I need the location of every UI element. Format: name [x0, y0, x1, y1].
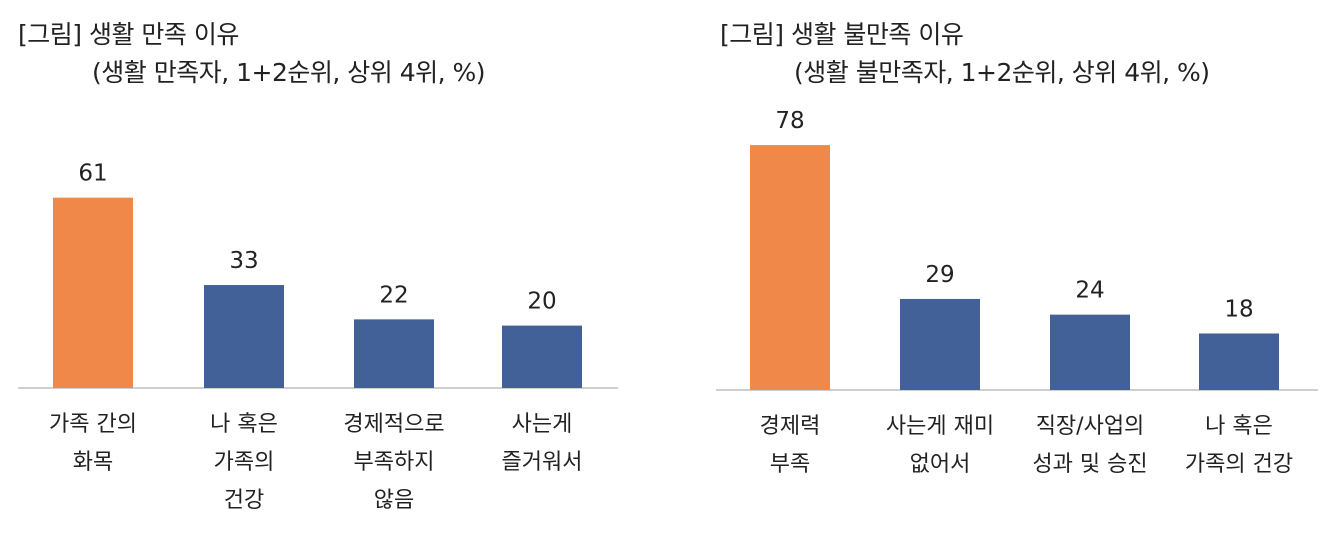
data-label-3: 24: [1075, 278, 1104, 304]
chart-title: [그림] 생활 만족 이유: [18, 20, 239, 49]
dissatisfaction-reasons-chart: [그림] 생활 불만족 이유 (생활 불만족자, 1+2순위, 상위 4위, %…: [672, 0, 1344, 542]
bar-1: [750, 145, 830, 390]
data-label-4: 18: [1224, 296, 1253, 322]
bar-2: [900, 298, 980, 390]
category-label-4: 사는게 즐거워서: [502, 412, 583, 475]
category-label-1: 경제력 부족: [760, 414, 821, 477]
bar-4: [1199, 333, 1279, 390]
data-label-1: 78: [775, 108, 804, 134]
bar-1: [53, 197, 133, 388]
category-label-3: 경제적으로 부족하지 않음: [343, 412, 444, 513]
category-label-3: 직장/사업의 성과 및 승진: [1032, 414, 1147, 477]
chart-title: [그림] 생활 불만족 이유: [720, 20, 964, 49]
bar-4: [502, 325, 582, 388]
bar-3: [1050, 314, 1130, 390]
chart-subtitle: (생활 만족자, 1+2순위, 상위 4위, %): [92, 58, 486, 87]
satisfaction-reasons-chart: [그림] 생활 만족 이유 (생활 만족자, 1+2순위, 상위 4위, %) …: [18, 20, 618, 513]
category-label-4: 나 혹은 가족의 건강: [1185, 414, 1293, 477]
data-label-4: 20: [527, 289, 556, 315]
bar-2: [204, 285, 284, 388]
data-label-2: 29: [925, 262, 954, 288]
bar-3: [354, 319, 434, 388]
category-label-1: 가족 간의 화목: [49, 412, 137, 475]
chart-subtitle: (생활 불만족자, 1+2순위, 상위 4위, %): [794, 58, 1210, 87]
category-label-2: 사는게 재미 없어서: [886, 414, 994, 477]
bar-plot: 61 가족 간의 화목 33 나 혹은 가족의 건강 22 경제적으로 부족하지 않음 20 사는게 즐거…: [18, 161, 618, 513]
data-label-3: 22: [379, 282, 408, 308]
data-label-2: 33: [229, 248, 258, 274]
data-label-1: 61: [78, 161, 107, 187]
category-label-2: 나 혹은 가족의 건강: [210, 412, 278, 513]
bar-plot: 78 경제력 부족 29 사는게 재미 없어서 24 직장/사업의 성과 및 승진 18 나 혹은 가…: [716, 108, 1318, 477]
